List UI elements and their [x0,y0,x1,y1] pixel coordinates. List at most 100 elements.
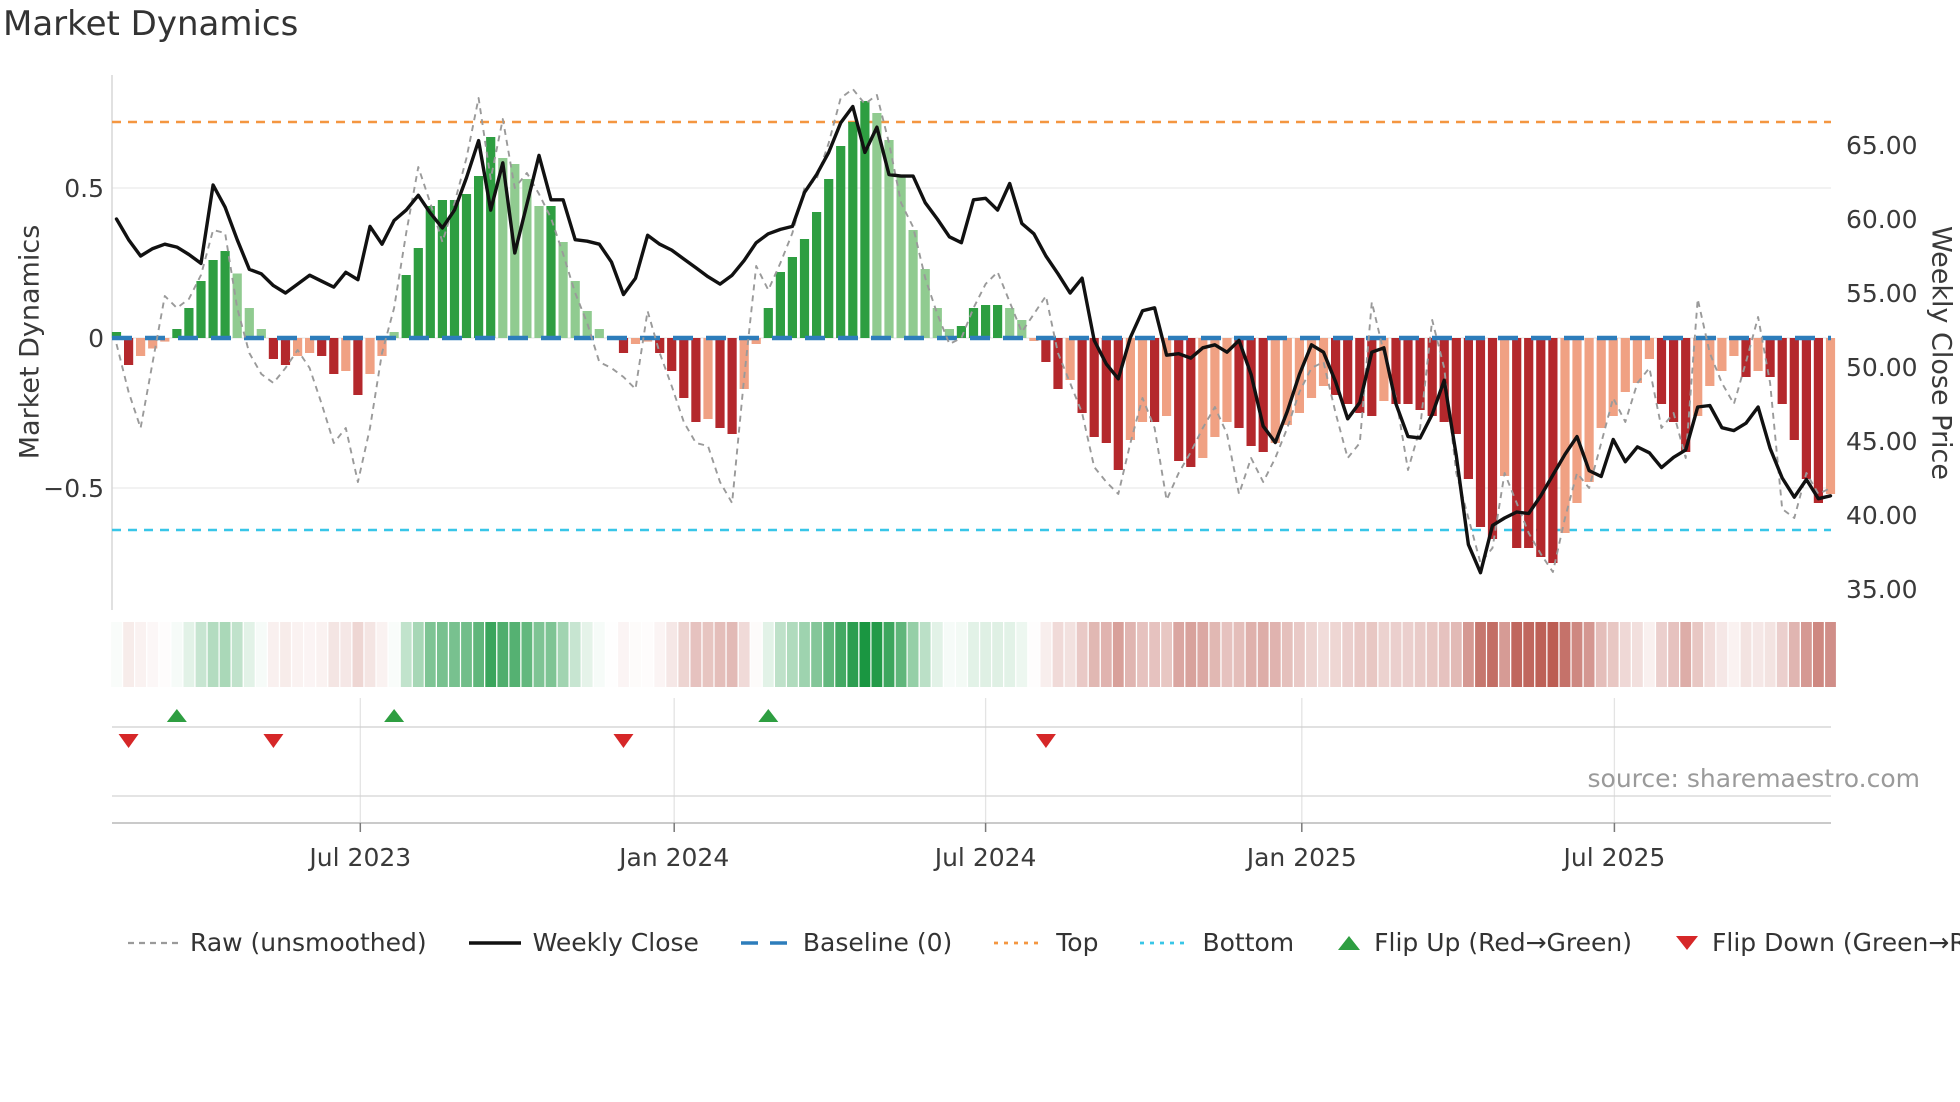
oscillator-bar [1475,338,1486,527]
heatmap-cell [1161,622,1172,687]
heatmap-cell [1595,622,1607,687]
heatmap-cell [1680,622,1692,687]
heatmap-cell [1668,622,1679,687]
oscillator-bar [1813,338,1823,503]
heatmap-cell [593,622,605,687]
oscillator-bar [1620,338,1630,392]
heatmap-cell [1499,622,1510,687]
heatmap-cell [1281,622,1293,687]
heatmap-cell [618,622,629,687]
heatmap-cell [738,622,750,687]
oscillator-bar [1825,338,1836,494]
oscillator-bar [124,338,134,365]
flip-down-marker [263,734,284,748]
heatmap-cell [569,622,581,687]
heatmap-cell [968,622,979,687]
flip-markers [118,709,1056,748]
heatmap-cell [1052,622,1064,687]
heatmap-cell [1644,622,1655,687]
heatmap-cell [762,622,774,687]
oscillator-bar [1005,308,1015,338]
heatmap-cell [980,622,991,687]
heatmap-cell [1716,622,1728,687]
heatmap-cell [1402,622,1414,687]
heatmap-cell [340,622,352,687]
oscillator-bar [799,239,810,338]
oscillator-bar [401,275,411,338]
heatmap-cell [847,622,859,687]
legend-label: Weekly Close [532,928,699,957]
oscillator-bar [1669,338,1679,422]
right-axis-title: Weekly Close Price [1925,225,1957,481]
x-axis-tick-label: Jan 2024 [617,843,729,872]
y-axis-tick-label: 45.00 [1846,427,1918,456]
heatmap-cell [1173,622,1185,687]
oscillator-bar [1765,338,1775,377]
heatmap-cell [424,622,436,687]
heatmap-cell [135,622,146,687]
heatmap-cell [352,622,364,687]
oscillator-bar [534,206,544,338]
oscillator-bar [172,329,182,338]
heatmap-cell [304,622,315,687]
oscillator-bar [896,176,906,338]
oscillator-bar [1355,338,1365,413]
oscillator-bar [1741,338,1751,377]
oscillator-bars [111,101,1836,563]
heatmap-cell [1366,622,1378,687]
legend-label: Flip Down (Green→Red) [1712,928,1960,957]
oscillator-bar [1101,338,1111,443]
oscillator-bar [1343,338,1353,404]
heatmap-cell [1414,622,1426,687]
heatmap-cell [895,622,907,687]
heatmap-cell [931,622,943,687]
oscillator-bar [1729,338,1739,356]
oscillator-bar [570,281,580,338]
oscillator-bar [1777,338,1787,404]
oscillator-bar [1174,338,1184,461]
oscillator-bar [1487,338,1498,539]
flip-down-marker [613,734,634,748]
oscillator-bar [232,273,242,338]
oscillator-bar [244,308,254,338]
heatmap-cell [775,622,786,687]
y-axis-tick-label: 55.00 [1846,279,1918,308]
heatmap-cell [1378,622,1390,687]
oscillator-bar [365,338,375,374]
heatmap-cell [654,622,666,687]
oscillator-bar [872,113,882,338]
heatmap-cell [485,622,497,687]
oscillator-bar [751,338,761,344]
heatmap-cell [1704,622,1716,687]
left-axis-tick-labels: 0.5 0 −0.5 [43,174,104,503]
dotted-line-icon [1140,940,1191,946]
heatmap-cell [1149,622,1160,687]
oscillator-bar [1789,338,1799,440]
heatmap-cell [1487,622,1498,687]
heatmap-cell [750,622,762,687]
oscillator-bar [474,176,484,338]
heatmap-cell [243,622,255,687]
oscillator-bar [208,260,218,338]
oscillator-bar [184,308,194,338]
heatmap-cell [497,622,509,687]
oscillator-bar [1331,338,1341,395]
legend-item-raw: Raw (unsmoothed) [128,928,427,957]
oscillator-bar [932,308,942,338]
oscillator-bar [1632,338,1642,383]
oscillator-bar [1681,338,1691,452]
heatmap-cell [642,622,653,687]
heatmap-cell [1511,622,1523,687]
heatmap-cell [1076,622,1088,687]
legend-label: Baseline (0) [802,928,953,957]
heatmap-cell [1112,622,1124,687]
oscillator-bar [1318,338,1329,386]
heatmap-cell [1100,622,1112,687]
oscillator-bar [727,338,737,434]
flip-down-marker [1035,734,1056,748]
heatmap-cell [1656,622,1667,687]
heatmap-cell [1450,622,1462,687]
heatmap-cell [1137,622,1148,687]
oscillator-bar [884,140,894,338]
heatmap-cell [195,622,207,687]
